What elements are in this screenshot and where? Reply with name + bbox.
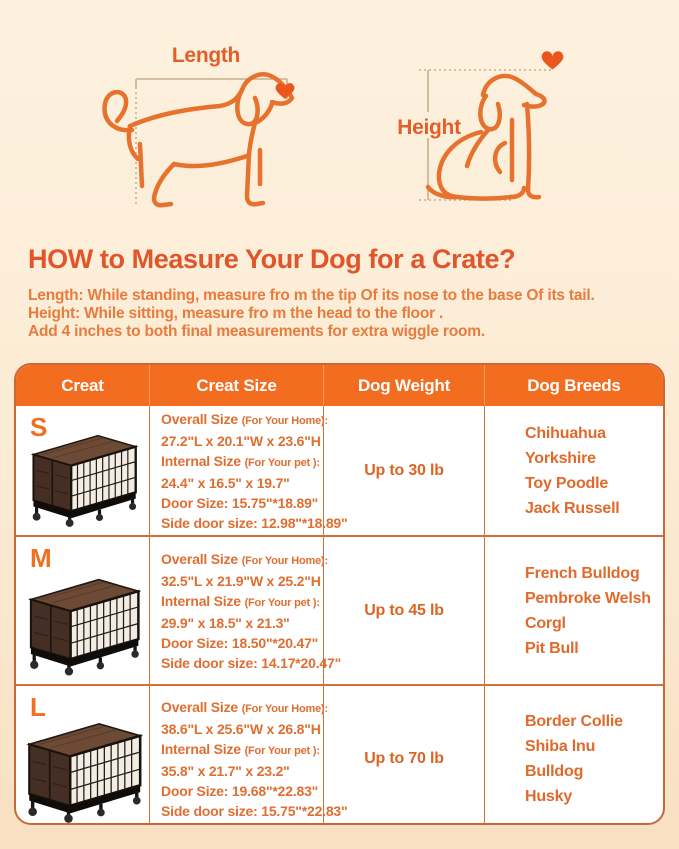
dog-weight: Up to 45 lb: [364, 601, 444, 619]
header-creat-size: Creat Size: [150, 365, 324, 406]
internal-size-value: 24.4" x 16.5" x 19.7": [161, 474, 290, 491]
overall-size-label: Overall Size: [161, 550, 238, 567]
sitting-dog-illustration: [419, 51, 564, 201]
door-size: Door Size: 15.75"*18.89": [161, 494, 319, 511]
side-door-size: Side door size: 12.98"*18.89": [161, 514, 348, 531]
size-code: L: [30, 692, 46, 722]
length-label: Length: [171, 44, 241, 67]
side-door-size: Side door size: 14.17*20.47": [161, 654, 342, 671]
heart-icon: [541, 51, 564, 70]
breeds-cell: French Bulldog Pembroke Welsh Corgl Pit …: [485, 537, 663, 684]
heart-icon: [275, 83, 295, 99]
crate-image: [26, 722, 144, 823]
crate-cell: M: [16, 537, 150, 684]
crate-size-table: Creat Creat Size Dog Weight Dog Breeds S: [14, 363, 665, 825]
size-code: M: [30, 543, 52, 573]
overall-size-note: (For Your Home):: [241, 702, 328, 715]
table-row-m: M: [16, 535, 663, 684]
table-header-row: Creat Creat Size Dog Weight Dog Breeds: [16, 365, 663, 406]
header-dog-weight: Dog Weight: [324, 365, 485, 406]
header-creat: Creat: [16, 365, 150, 406]
table-row-s: S: [16, 406, 663, 535]
breed: Yorkshire: [525, 449, 596, 467]
crate-cell: L: [16, 686, 150, 823]
table-row-l: L: [16, 684, 663, 823]
dog-weight: Up to 30 lb: [364, 461, 444, 479]
size-cell: Overall Size (For Your Home): 32.5"L x 2…: [150, 537, 342, 684]
size-cell: Overall Size (For Your Home): 38.6"L x 2…: [150, 686, 348, 823]
breed: Toy Poodle: [525, 474, 609, 492]
internal-size-label: Internal Size: [161, 592, 241, 609]
door-size: Door Size: 18.50"*20.47": [161, 634, 319, 651]
breeds-cell: Border Collie Shiba lnu Bulldog Husky: [485, 686, 663, 823]
crate-image: [27, 578, 142, 676]
height-label: Height: [397, 116, 461, 139]
dog-weight: Up to 70 lb: [364, 749, 444, 767]
weight-cell: Up to 70 lb: [324, 686, 485, 823]
internal-size-note: (For Your pet ):: [244, 456, 320, 469]
breed: Shiba lnu: [525, 737, 596, 755]
internal-size-value: 29.9" x 18.5" x 21.3": [161, 614, 290, 631]
page-title: HOW to Measure Your Dog for a Crate?: [28, 244, 516, 274]
size-code: S: [30, 412, 48, 442]
weight-cell: Up to 45 lb: [324, 537, 485, 684]
header-dog-breeds: Dog Breeds: [527, 375, 621, 395]
door-size: Door Size: 19.68"*22.83": [161, 782, 319, 799]
overall-size-note: (For Your Home):: [241, 554, 328, 567]
overall-size-value: 27.2"L x 20.1"W x 23.6"H: [161, 432, 321, 449]
breed: Jack Russell: [525, 499, 620, 517]
breed: Pit Bull: [525, 639, 579, 657]
breeds-cell: Chihuahua Yorkshire Toy Poodle Jack Russ…: [485, 406, 663, 535]
intro-line-length: Length: While standing, measure fro m th…: [28, 287, 595, 304]
internal-size-label: Internal Size: [161, 740, 241, 757]
breed: Pembroke Welsh: [525, 589, 651, 607]
breed: French Bulldog: [525, 564, 640, 582]
internal-size-value: 35.8" x 21.7" x 23.2": [161, 762, 290, 779]
intro-line-height: Height: While sitting, measure fro m the…: [28, 305, 444, 322]
size-cell: Overall Size (For Your Home): 27.2"L x 2…: [150, 406, 348, 535]
breed: Chihuahua: [525, 424, 606, 442]
weight-cell: Up to 30 lb: [324, 406, 485, 535]
breed: Border Collie: [525, 712, 623, 730]
standing-dog-illustration: [102, 72, 295, 208]
intro-text: Length: While standing, measure fro m th…: [28, 287, 658, 341]
intro-line-wiggle: Add 4 inches to both final measurements …: [28, 323, 485, 340]
side-door-size: Side door size: 15.75"*22.83": [161, 802, 348, 819]
overall-size-note: (For Your Home):: [241, 414, 328, 427]
overall-size-label: Overall Size: [161, 410, 238, 427]
internal-size-note: (For Your pet ):: [244, 744, 320, 757]
overall-size-value: 38.6"L x 25.6"W x 26.8"H: [161, 720, 321, 737]
crate-cell: S: [16, 406, 150, 535]
overall-size-value: 32.5"L x 21.9"W x 25.2"H: [161, 572, 321, 589]
internal-size-label: Internal Size: [161, 452, 241, 469]
overall-size-label: Overall Size: [161, 698, 238, 715]
crate-image: [30, 434, 139, 527]
breed: Corgl: [525, 614, 566, 632]
breed: Husky: [525, 787, 573, 805]
internal-size-note: (For Your pet ):: [244, 596, 320, 609]
breed: Bulldog: [525, 762, 584, 780]
